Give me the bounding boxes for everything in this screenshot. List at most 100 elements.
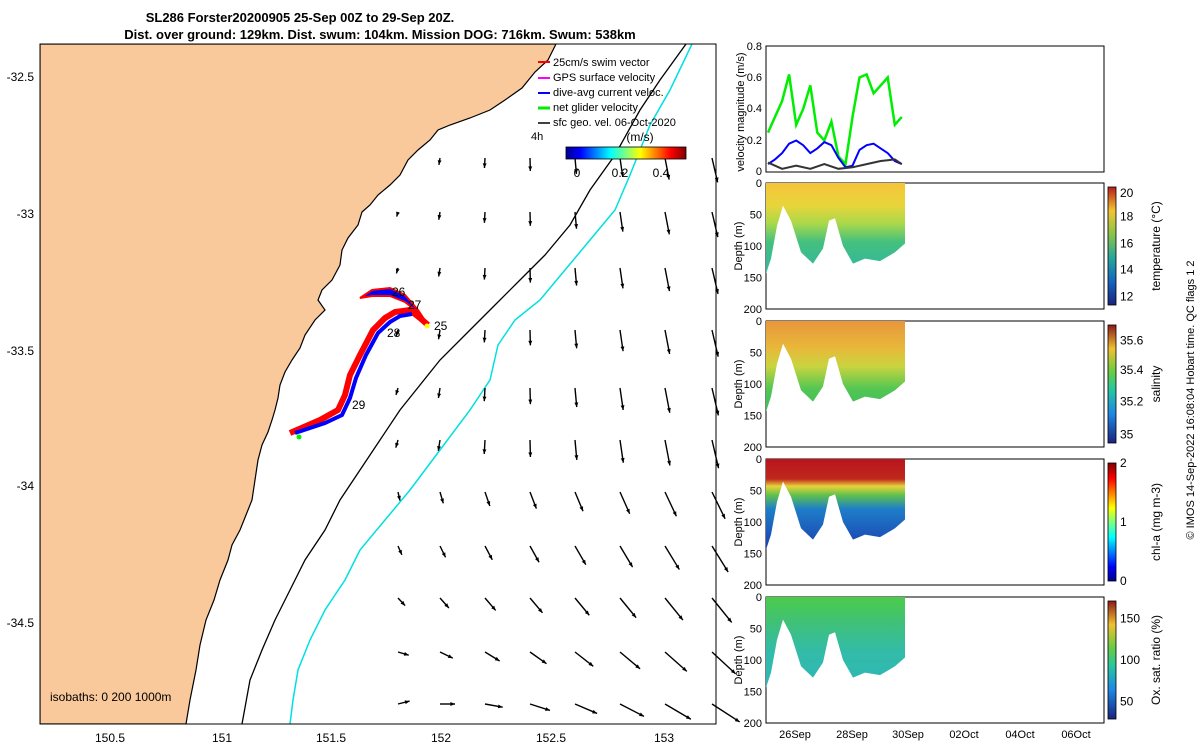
vel-ytick: 0 <box>756 166 762 178</box>
legend-dive-label: dive-avg current veloc. <box>553 87 664 99</box>
time-tick: 30Sep <box>892 729 924 741</box>
cbar-tick: 16 <box>1120 237 1134 251</box>
colorbar-tick-2: 0.4 <box>653 166 670 180</box>
day-label-25: 25 <box>434 319 448 333</box>
day-label-29: 29 <box>352 398 366 412</box>
cbar-tick: 12 <box>1120 290 1134 304</box>
day-label-26: 26 <box>392 285 406 299</box>
map-ytick: -33.5 <box>7 344 35 358</box>
cbar-tick: 35.4 <box>1120 363 1144 377</box>
colorbar-tick-1: 0.2 <box>612 166 629 180</box>
isobaths-label: isobaths: 0 200 1000m <box>50 690 171 704</box>
colorbar-side-label: 4h <box>531 131 543 143</box>
legend-gps-label: GPS surface velocity <box>553 72 656 84</box>
cbar-tick: 35.2 <box>1120 395 1144 409</box>
depth-panel-2: 3535.235.435.6salinity050100150200Depth … <box>733 316 1163 454</box>
cbar-tick: 14 <box>1120 263 1134 277</box>
colorbar-strip <box>566 147 686 159</box>
velocity-axes <box>766 46 1104 172</box>
cbar-tick: 150 <box>1120 612 1140 626</box>
depth-ylabel: Depth (m) <box>733 360 745 409</box>
vel-ytick: 0.4 <box>747 103 762 115</box>
map-y-axis: -32.5 -33 -33.5 -34 -34.5 <box>7 70 35 630</box>
cbar-tick: 2 <box>1120 456 1127 470</box>
depth-ytick: 0 <box>756 592 762 604</box>
track-end-marker <box>297 435 302 440</box>
colorbar-title: (m/s) <box>626 130 653 144</box>
time-axis: 26Sep 28Sep 30Sep 02Oct 04Oct 06Oct <box>779 729 1091 741</box>
map-ytick: -33 <box>17 207 35 221</box>
map-xtick: 152.5 <box>536 731 566 745</box>
depth-colorbar <box>1108 325 1116 443</box>
map-xtick: 152 <box>431 731 451 745</box>
cbar-tick: 0 <box>1120 574 1127 588</box>
depth-ytick: 100 <box>744 517 762 529</box>
velocity-panel: 0 0.2 0.4 0.6 0.8 velocity magnitude (m/… <box>735 41 1104 178</box>
depth-ytick: 50 <box>750 348 762 360</box>
depth-ytick: 200 <box>744 304 762 316</box>
legend-sfc-label: sfc geo. vel. 06-Oct-2020 <box>553 117 676 129</box>
depth-ytick: 150 <box>744 273 762 285</box>
depth-ytick: 150 <box>744 687 762 699</box>
map-x-axis: 150.5 151 151.5 152 152.5 153 <box>95 731 674 745</box>
vel-ylabel: velocity magnitude (m/s) <box>735 52 747 171</box>
depth-ytick: 0 <box>756 316 762 328</box>
copyright-footer: © IMOS 14-Sep-2022 16:08:04 Hobart time.… <box>1185 261 1197 540</box>
map-ytick: -32.5 <box>7 70 35 84</box>
depth-ytick: 0 <box>756 178 762 190</box>
time-tick: 04Oct <box>1005 729 1034 741</box>
map-xtick: 151.5 <box>316 731 346 745</box>
depth-colorbar <box>1108 601 1116 719</box>
map-ytick: -34 <box>17 479 35 493</box>
day-label-27: 27 <box>408 298 422 312</box>
cbar-label: temperature (°C) <box>1149 201 1163 291</box>
time-tick: 26Sep <box>779 729 811 741</box>
legend-net-label: net glider velocity <box>553 102 638 114</box>
cbar-label: Ox. sat. ratio (%) <box>1149 615 1163 705</box>
legend-swim-label: 25cm/s swim vector <box>553 57 650 69</box>
depth-ytick: 100 <box>744 655 762 667</box>
time-tick: 06Oct <box>1061 729 1090 741</box>
colorbar-tick-0: 0 <box>574 166 581 180</box>
depth-ytick: 50 <box>750 210 762 222</box>
depth-ytick: 50 <box>750 486 762 498</box>
depth-ytick: 200 <box>744 718 762 730</box>
map-xtick: 153 <box>654 731 674 745</box>
title-line-1: SL286 Forster20200905 25-Sep 00Z to 29-S… <box>146 10 455 25</box>
cbar-tick: 50 <box>1120 694 1134 708</box>
cbar-tick: 35 <box>1120 428 1134 442</box>
cbar-tick: 20 <box>1120 186 1134 200</box>
cbar-tick: 18 <box>1120 210 1134 224</box>
time-tick: 02Oct <box>949 729 978 741</box>
depth-ytick: 0 <box>756 454 762 466</box>
depth-ylabel: Depth (m) <box>733 498 745 547</box>
track-start-marker <box>425 324 430 329</box>
vel-ytick: 0.8 <box>747 41 762 53</box>
cbar-tick: 1 <box>1120 515 1127 529</box>
title-line-2: Dist. over ground: 129km. Dist. swum: 10… <box>124 27 636 42</box>
depth-colorbar <box>1108 187 1116 305</box>
cbar-tick: 35.6 <box>1120 333 1144 347</box>
map-ytick: -34.5 <box>7 616 35 630</box>
time-tick: 28Sep <box>836 729 868 741</box>
map-xtick: 151 <box>212 731 232 745</box>
cbar-tick: 100 <box>1120 653 1140 667</box>
day-label-28: 28 <box>387 326 401 340</box>
cbar-label: salinity <box>1149 366 1163 403</box>
depth-ytick: 200 <box>744 580 762 592</box>
depth-ylabel: Depth (m) <box>733 636 745 685</box>
depth-ytick: 150 <box>744 411 762 423</box>
map-panel: 26 27 28 25 29 25cm/s swim vector GPS su… <box>7 44 740 745</box>
depth-colorbar <box>1108 463 1116 581</box>
map-xtick: 150.5 <box>95 731 125 745</box>
depth-ytick: 150 <box>744 549 762 561</box>
depth-ytick: 100 <box>744 379 762 391</box>
vel-ytick: 0.6 <box>747 72 762 84</box>
vel-ytick: 0.2 <box>747 135 762 147</box>
depth-ytick: 100 <box>744 241 762 253</box>
